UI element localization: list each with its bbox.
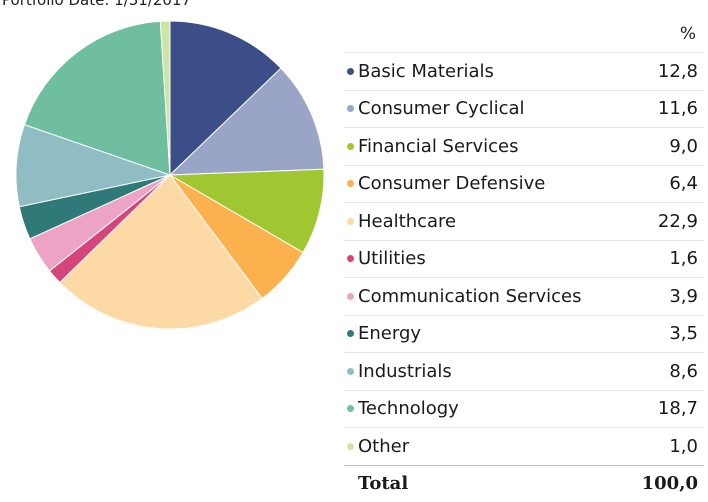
sector-label: Consumer Cyclical: [358, 98, 658, 119]
total-row: Total 100,0: [344, 465, 704, 502]
legend-dot-icon: [347, 293, 354, 300]
legend-dot-icon: [347, 405, 354, 412]
sector-label: Energy: [358, 323, 669, 344]
sector-label: Industrials: [358, 361, 669, 382]
sector-label: Utilities: [358, 248, 669, 269]
sector-value: 1,0: [669, 436, 704, 457]
sector-value: 11,6: [658, 98, 704, 119]
pie-chart: [0, 0, 344, 340]
legend-dot-icon: [347, 180, 354, 187]
sector-value: 6,4: [669, 173, 704, 194]
sector-label: Consumer Defensive: [358, 173, 669, 194]
sector-value: 22,9: [658, 211, 704, 232]
sector-value: 3,5: [669, 323, 704, 344]
percent-column-header: %: [344, 16, 704, 52]
legend-dot-icon: [347, 368, 354, 375]
sector-label: Healthcare: [358, 211, 658, 232]
legend-dot-icon: [347, 105, 354, 112]
legend-dot-icon: [347, 330, 354, 337]
sector-value: 9,0: [669, 136, 704, 157]
legend-dot-icon: [347, 68, 354, 75]
legend-dot-icon: [347, 143, 354, 150]
total-value: 100,0: [642, 473, 704, 494]
sector-value: 8,6: [669, 361, 704, 382]
legend-dot-icon: [347, 255, 354, 262]
sector-label: Other: [358, 436, 669, 457]
legend-dot-icon: [347, 218, 354, 225]
sector-value: 18,7: [658, 398, 704, 419]
legend-dot-icon: [347, 443, 354, 450]
sector-label: Communication Services: [358, 286, 669, 307]
sector-value: 1,6: [669, 248, 704, 269]
sector-label: Basic Materials: [358, 61, 658, 82]
total-label: Total: [344, 473, 642, 494]
sector-label: Financial Services: [358, 136, 669, 157]
sector-value: 12,8: [658, 61, 704, 82]
sector-value: 3,9: [669, 286, 704, 307]
sector-label: Technology: [358, 398, 658, 419]
